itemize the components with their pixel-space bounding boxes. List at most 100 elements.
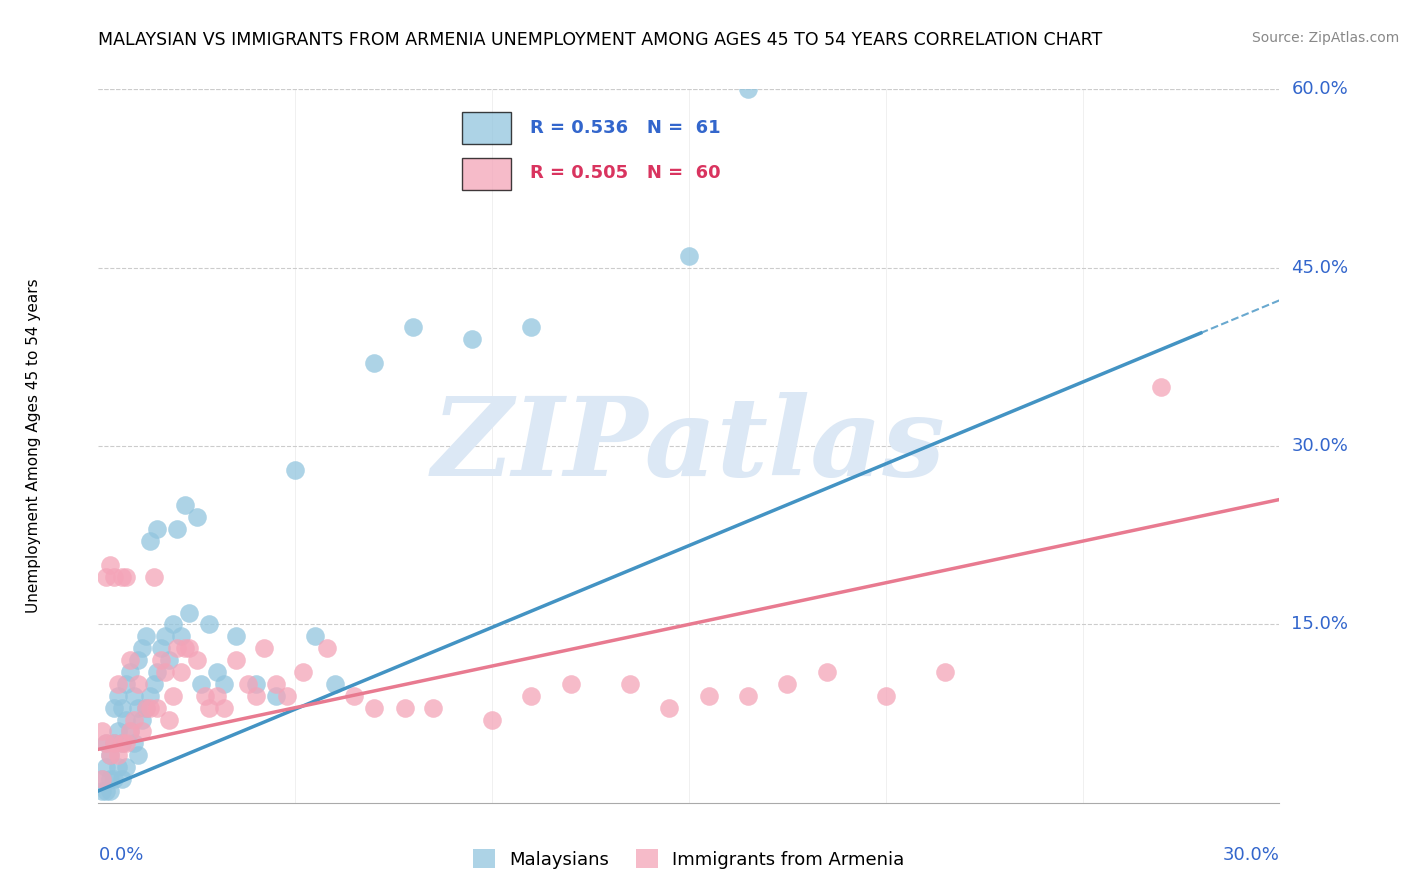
Point: [678, 249, 700, 263]
Point: [174, 499, 197, 513]
Text: MALAYSIAN VS IMMIGRANTS FROM ARMENIA UNEMPLOYMENT AMONG AGES 45 TO 54 YEARS CORR: MALAYSIAN VS IMMIGRANTS FROM ARMENIA UNE…: [98, 31, 1102, 49]
Point: [776, 677, 799, 691]
Point: [402, 320, 425, 334]
Point: [934, 665, 956, 679]
Point: [107, 677, 129, 691]
Point: [127, 653, 149, 667]
Point: [214, 677, 236, 691]
Point: [155, 665, 177, 679]
Point: [107, 689, 129, 703]
Point: [150, 641, 173, 656]
Point: [138, 689, 160, 703]
Point: [166, 522, 188, 536]
Point: [815, 665, 838, 679]
Point: [481, 713, 503, 727]
Point: [96, 736, 118, 750]
Text: 15.0%: 15.0%: [1291, 615, 1348, 633]
Point: [174, 641, 197, 656]
Point: [96, 784, 118, 798]
Point: [91, 772, 114, 786]
Point: [737, 82, 759, 96]
Point: [115, 713, 138, 727]
Point: [118, 665, 141, 679]
Point: [461, 332, 484, 346]
Point: [107, 760, 129, 774]
Point: [422, 700, 444, 714]
Point: [115, 677, 138, 691]
Point: [205, 689, 228, 703]
Point: [162, 617, 184, 632]
Point: [138, 700, 160, 714]
Point: [146, 700, 169, 714]
Point: [236, 677, 259, 691]
Point: [98, 784, 121, 798]
Point: [111, 700, 134, 714]
Point: [157, 653, 180, 667]
Point: [245, 677, 267, 691]
Point: [103, 736, 125, 750]
Point: [107, 748, 129, 763]
Point: [264, 689, 287, 703]
Point: [96, 736, 118, 750]
Point: [127, 748, 149, 763]
Point: [560, 677, 582, 691]
Legend: Malaysians, Immigrants from Armenia: Malaysians, Immigrants from Armenia: [465, 842, 912, 876]
Point: [91, 724, 114, 739]
Point: [394, 700, 416, 714]
Point: [131, 713, 153, 727]
Point: [875, 689, 897, 703]
Text: 45.0%: 45.0%: [1291, 259, 1348, 277]
Point: [98, 748, 121, 763]
Text: 30.0%: 30.0%: [1223, 846, 1279, 863]
Point: [103, 700, 125, 714]
Point: [138, 534, 160, 549]
Point: [292, 665, 315, 679]
Text: 30.0%: 30.0%: [1291, 437, 1348, 455]
Text: Source: ZipAtlas.com: Source: ZipAtlas.com: [1251, 31, 1399, 45]
Point: [142, 677, 165, 691]
Point: [323, 677, 346, 691]
Point: [135, 629, 157, 643]
Point: [170, 629, 193, 643]
Point: [122, 713, 145, 727]
Point: [157, 713, 180, 727]
Point: [1150, 379, 1173, 393]
Point: [315, 641, 337, 656]
Point: [190, 677, 212, 691]
Point: [166, 641, 188, 656]
Point: [205, 665, 228, 679]
Point: [658, 700, 681, 714]
Point: [135, 700, 157, 714]
Point: [131, 724, 153, 739]
Text: Unemployment Among Ages 45 to 54 years: Unemployment Among Ages 45 to 54 years: [25, 278, 41, 614]
Point: [118, 724, 141, 739]
Point: [103, 570, 125, 584]
Point: [225, 629, 247, 643]
Point: [177, 641, 200, 656]
Point: [115, 760, 138, 774]
Point: [162, 689, 184, 703]
Point: [96, 570, 118, 584]
Point: [697, 689, 720, 703]
Point: [170, 665, 193, 679]
Point: [111, 736, 134, 750]
Point: [186, 653, 208, 667]
Point: [127, 677, 149, 691]
Point: [197, 700, 219, 714]
Text: 0.0%: 0.0%: [98, 846, 143, 863]
Point: [520, 320, 543, 334]
Point: [253, 641, 276, 656]
Point: [194, 689, 217, 703]
Text: 60.0%: 60.0%: [1291, 80, 1348, 98]
Point: [343, 689, 366, 703]
Point: [276, 689, 298, 703]
Text: ZIPatlas: ZIPatlas: [432, 392, 946, 500]
Point: [118, 653, 141, 667]
Point: [115, 570, 138, 584]
Point: [150, 653, 173, 667]
Point: [111, 772, 134, 786]
Point: [135, 700, 157, 714]
Point: [131, 641, 153, 656]
Point: [186, 510, 208, 524]
Point: [146, 522, 169, 536]
